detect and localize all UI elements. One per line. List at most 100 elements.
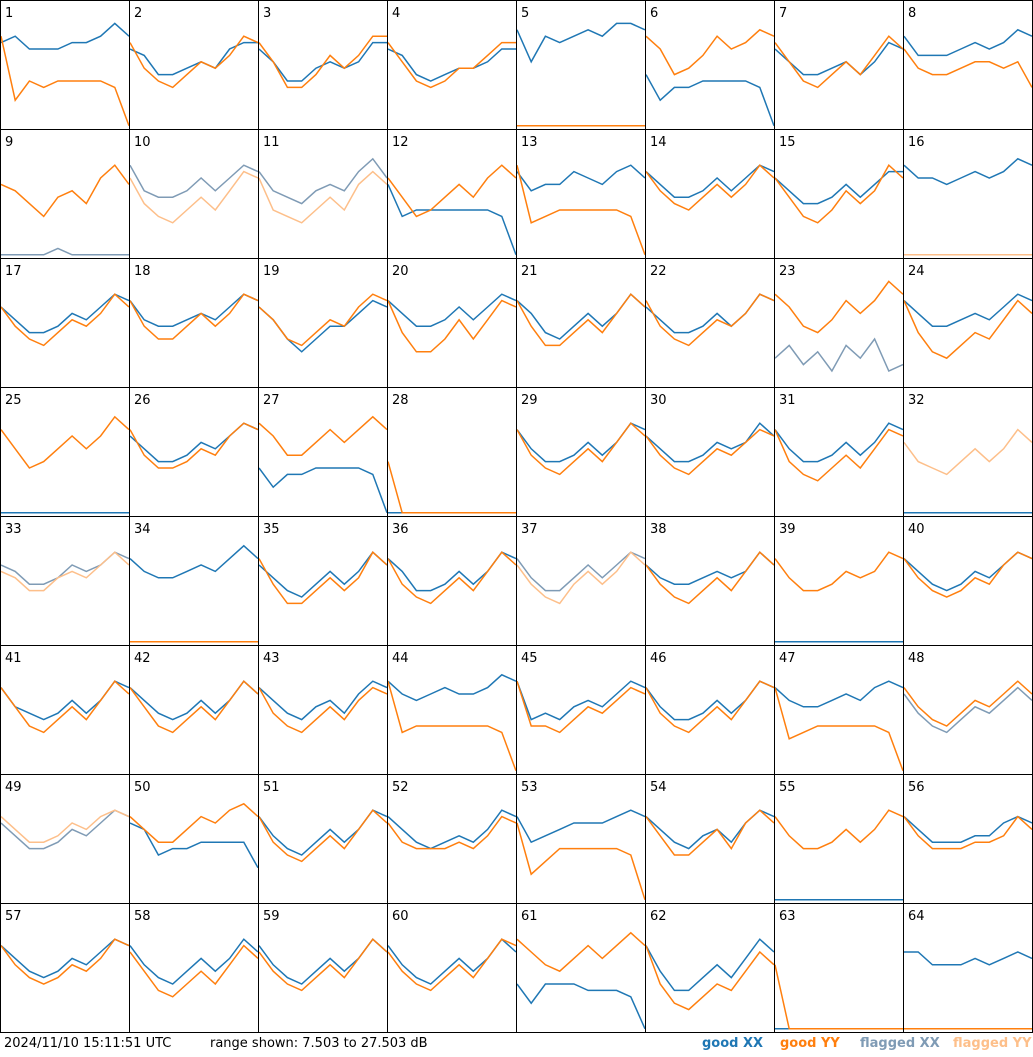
yy-trace: [646, 428, 774, 476]
xx-trace: [517, 809, 645, 844]
panel-label: 64: [908, 909, 925, 924]
panel: 49: [1, 780, 129, 850]
panel-label: 36: [392, 522, 409, 537]
yy-trace: [904, 299, 1032, 360]
yy-trace: [904, 428, 1032, 476]
yy-trace: [130, 170, 258, 224]
xx-trace: [130, 822, 258, 869]
panel: 59: [259, 909, 387, 992]
yy-trace: [259, 551, 387, 605]
panel-label: 47: [779, 651, 796, 666]
panel: 25: [1, 393, 129, 514]
panel: 56: [904, 780, 1032, 850]
yy-trace: [1, 680, 129, 734]
panel-label: 12: [392, 135, 409, 150]
panel: 26: [130, 393, 258, 469]
panel-label: 59: [263, 909, 280, 924]
panel-label: 50: [134, 780, 151, 795]
panel: 10: [130, 135, 258, 224]
panel-label: 31: [779, 393, 796, 408]
yy-trace: [646, 293, 774, 347]
panel-label: 10: [134, 135, 151, 150]
panel: 57: [1, 909, 129, 985]
panel: 52: [388, 780, 516, 850]
panel-label: 16: [908, 135, 925, 150]
panel-label: 14: [650, 135, 667, 150]
panel: 45: [517, 651, 645, 734]
panel-label: 32: [908, 393, 925, 408]
xx-trace: [904, 28, 1032, 57]
xx-trace: [904, 293, 1032, 327]
xx-trace: [388, 293, 516, 327]
panel: 40: [904, 522, 1032, 598]
panel-label: 46: [650, 651, 667, 666]
panel: 51: [259, 780, 387, 863]
yy-trace: [904, 680, 1032, 727]
panel: 17: [1, 264, 129, 347]
panel-label: 54: [650, 780, 667, 795]
xx-trace: [388, 48, 516, 82]
yy-trace: [388, 815, 516, 850]
yy-trace: [775, 551, 903, 592]
panel: 62: [646, 909, 774, 1011]
yy-trace: [259, 293, 387, 347]
panel: 44: [388, 651, 516, 772]
yy-trace: [517, 551, 645, 605]
panel-label: 37: [521, 522, 538, 537]
panel: 58: [130, 909, 258, 998]
panel: 63: [775, 909, 903, 1030]
panel: 30: [646, 393, 774, 476]
panel: 43: [259, 651, 387, 734]
panel: 3: [259, 6, 387, 89]
panel: 46: [646, 651, 774, 734]
xx-trace: [517, 983, 645, 1030]
panel: 37: [517, 522, 645, 605]
xx-trace: [646, 164, 774, 198]
panel-label: 4: [392, 6, 400, 21]
xx-trace: [646, 74, 774, 127]
xx-trace: [517, 22, 645, 64]
yy-trace: [517, 293, 645, 347]
panel: 13: [517, 135, 645, 256]
panel-label: 56: [908, 780, 925, 795]
yy-trace: [646, 945, 774, 1011]
panel: 36: [388, 522, 516, 605]
panel: 55: [775, 780, 903, 901]
panel-label: 11: [263, 135, 280, 150]
panel-label: 43: [263, 651, 280, 666]
yy-trace: [517, 931, 645, 973]
panel: 7: [775, 6, 903, 89]
panel-label: 39: [779, 522, 796, 537]
panel-label: 27: [263, 393, 280, 408]
xx-trace: [130, 293, 258, 327]
yy-trace: [646, 164, 774, 211]
panel-label: 42: [134, 651, 151, 666]
yy-trace: [130, 422, 258, 469]
yy-trace: [775, 964, 903, 1030]
panel-border: [0, 0, 130, 130]
legend-entry: flagged YY: [953, 1036, 1032, 1051]
panel: 35: [259, 522, 387, 605]
panel: 14: [646, 135, 774, 211]
panel-label: 57: [5, 909, 22, 924]
yy-trace: [904, 815, 1032, 850]
panel-label: 34: [134, 522, 151, 537]
yy-trace: [388, 41, 516, 89]
panel: 31: [775, 393, 903, 482]
yy-trace: [259, 809, 387, 863]
panel-label: 13: [521, 135, 538, 150]
panel-label: 49: [5, 780, 22, 795]
panel: 8: [904, 6, 1032, 88]
xx-trace: [1, 809, 129, 850]
panel-label: 3: [263, 6, 271, 21]
panel: 23: [775, 264, 903, 373]
panel-label: 20: [392, 264, 409, 279]
xx-trace: [904, 815, 1032, 843]
panel: 11: [259, 135, 387, 224]
yy-trace: [259, 938, 387, 992]
yy-trace: [646, 28, 774, 76]
panel-label: 26: [134, 393, 151, 408]
panel: 42: [130, 651, 258, 734]
